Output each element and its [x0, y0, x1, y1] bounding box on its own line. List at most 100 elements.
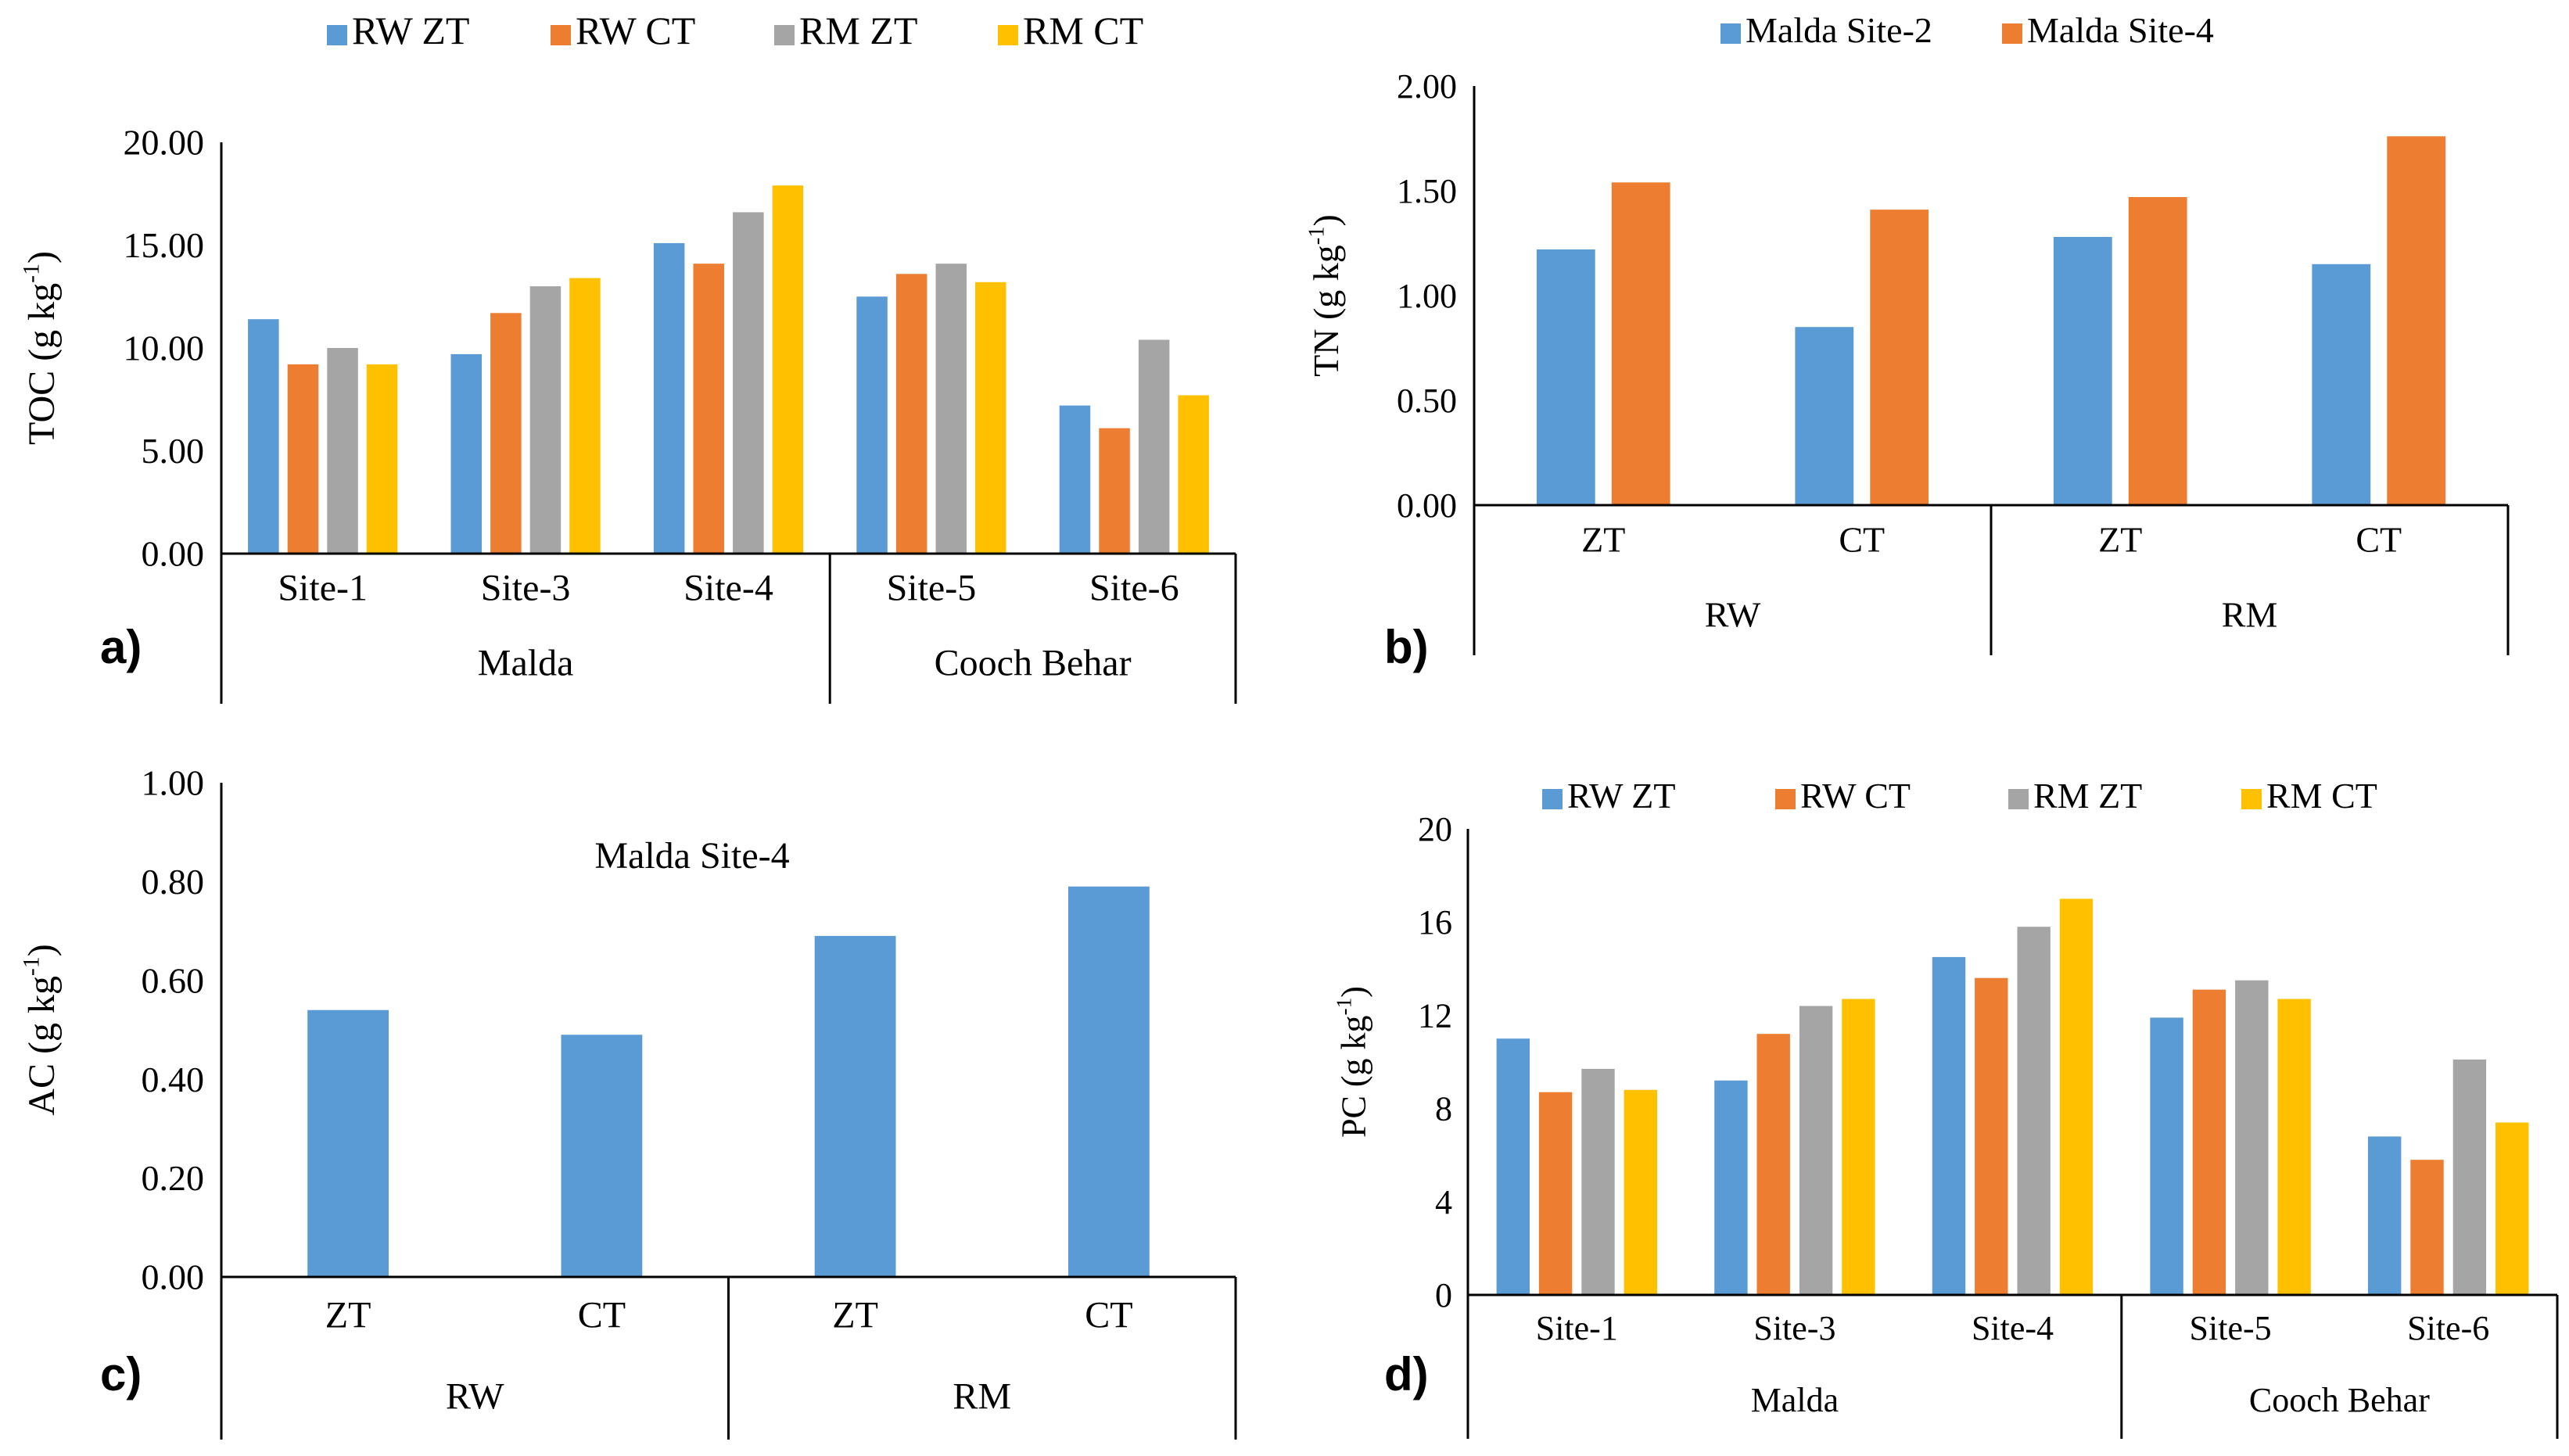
bar [1538, 1092, 1573, 1295]
bar [1611, 182, 1670, 506]
legend-swatch [327, 25, 347, 45]
y-tick-label: 0 [1435, 1276, 1452, 1314]
bar [561, 1035, 643, 1277]
y-axis-label: TOC (g kg-1) [18, 251, 62, 445]
x-group-label: RM [953, 1375, 1011, 1417]
x-category-label: Site-5 [2190, 1309, 2272, 1347]
bar [450, 353, 482, 554]
bar [2053, 237, 2112, 505]
chart-panel-a: RW ZT RW CT RM ZT RM CT 0.00 5.00 10.00 15.00 20… [18, 9, 1237, 704]
x-category-label: CT [2356, 520, 2402, 560]
bar [1068, 886, 1150, 1277]
bar [1536, 249, 1595, 505]
bar [1099, 428, 1130, 554]
bar [1932, 956, 1966, 1295]
bar [287, 364, 319, 554]
legend-swatch [998, 25, 1018, 45]
bar [975, 282, 1006, 554]
bar [1581, 1068, 1615, 1295]
legend-label: RW CT [1800, 776, 1911, 816]
y-tick-label: 16 [1418, 903, 1452, 941]
legend-label: Malda Site-2 [1746, 10, 1932, 50]
legend-swatch [1775, 789, 1796, 809]
y-axis-label: TN (g kg-1) [1305, 214, 1347, 377]
x-category-label: Site-5 [887, 568, 977, 609]
legend-label: RM ZT [799, 9, 917, 52]
bar [733, 212, 764, 554]
y-tick-label: 10.00 [124, 328, 205, 368]
legend: Malda Site-2 Malda Site-4 [1720, 10, 2214, 50]
y-tick-label: 4 [1435, 1183, 1452, 1221]
bar [1799, 1006, 1833, 1295]
y-tick-label: 1.00 [1397, 277, 1457, 315]
y-axis-label-end: ) [21, 944, 63, 956]
bar [327, 348, 358, 554]
bar [814, 935, 896, 1277]
bars [1496, 898, 2529, 1295]
x-category-label: ZT [832, 1294, 878, 1336]
x-category-label: ZT [1581, 520, 1625, 560]
legend-label: RW CT [576, 9, 695, 52]
x-category-label: CT [578, 1294, 626, 1336]
legend-label: RM CT [2266, 776, 2377, 816]
chart-panel-d: RW ZT RW CT RM ZT RM CT 0 4 8 12 16 20 PC (g kg-1)… [1333, 776, 2559, 1439]
x-group-label: Malda [1751, 1381, 1839, 1419]
bar [1496, 1038, 1530, 1295]
bar [1178, 395, 1209, 554]
bar [1756, 1034, 1790, 1295]
bar [653, 242, 685, 554]
y-axis-label-end: ) [1334, 986, 1372, 998]
legend-swatch [2008, 789, 2029, 809]
bar [2128, 197, 2187, 505]
y-tick-label: 0.40 [142, 1060, 205, 1099]
bar [2387, 136, 2446, 506]
bar [529, 286, 562, 554]
y-tick-label: 8 [1435, 1090, 1452, 1128]
x-category-label: CT [1839, 520, 1885, 560]
bar [2192, 989, 2226, 1295]
bar [248, 319, 279, 554]
bar [1138, 339, 1170, 554]
bar [856, 296, 888, 554]
y-axis-label-main: TOC (g kg [21, 283, 63, 445]
bar [2368, 1136, 2402, 1295]
y-axis-label-main: TN (g kg [1306, 245, 1346, 377]
x-category-label: Site-3 [1753, 1309, 1835, 1347]
x-group-label: RW [1705, 595, 1761, 635]
legend-label: RW ZT [1567, 776, 1675, 816]
legend-label: Malda Site-4 [2027, 10, 2214, 50]
y-tick-label: 0.60 [142, 960, 205, 1000]
x-group-label: RM [2222, 595, 2278, 635]
x-group-label: Malda [478, 643, 574, 684]
y-tick-label: 0.80 [142, 862, 205, 902]
y-tick-label: 15.00 [124, 225, 205, 265]
bar [2410, 1160, 2444, 1295]
panel-label: d) [1384, 1348, 1429, 1400]
bar [895, 274, 927, 554]
y-axis-label-end: ) [1306, 214, 1346, 226]
y-axis-label-end: ) [21, 251, 63, 264]
x-category-label: Site-1 [278, 568, 368, 609]
bar [1975, 977, 2008, 1295]
bar [307, 1010, 389, 1277]
bar [1870, 210, 1929, 505]
x-category-label: Site-6 [2407, 1309, 2489, 1347]
y-axis-label-main: PC (g kg [1334, 1015, 1372, 1137]
panel-label: a) [100, 621, 142, 673]
legend-swatch [2002, 23, 2022, 44]
x-category-label: Site-4 [684, 568, 773, 609]
bar [1059, 405, 1091, 554]
bar [1714, 1080, 1748, 1295]
legend-label: RW ZT [352, 9, 469, 52]
y-axis-label-main: AC (g kg [21, 976, 63, 1116]
bars [248, 185, 1209, 554]
y-tick-label: 20.00 [124, 123, 205, 163]
bar [366, 364, 398, 554]
bar [2059, 898, 2094, 1295]
bar [2495, 1122, 2529, 1295]
y-tick-label: 0.00 [142, 1257, 205, 1297]
bar [569, 278, 601, 554]
x-category-label: CT [1085, 1294, 1132, 1336]
bars [307, 886, 1150, 1277]
